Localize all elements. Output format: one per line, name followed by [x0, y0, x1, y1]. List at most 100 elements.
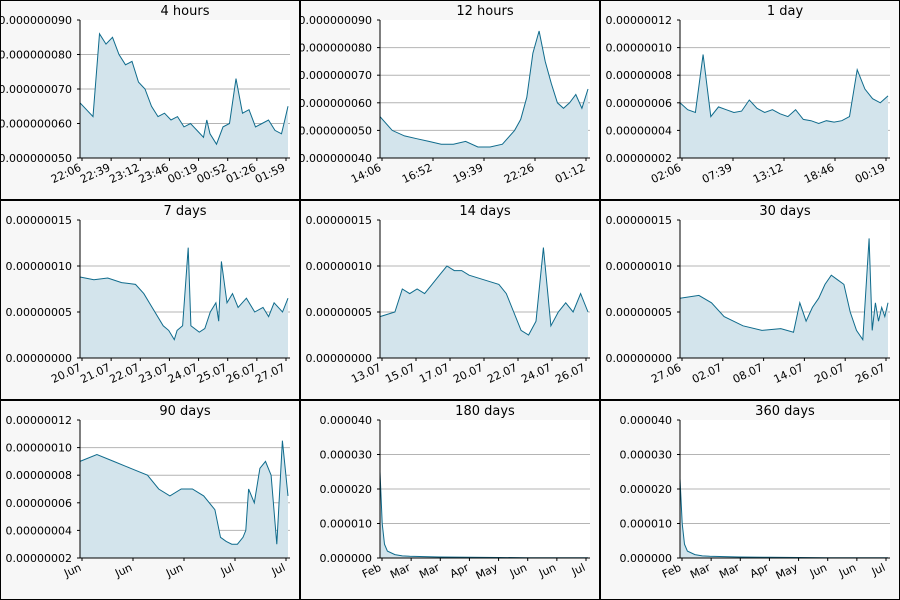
y-tick-label: 0.000040	[320, 414, 373, 427]
axes	[379, 20, 590, 159]
x-tick-label: Jun	[536, 561, 558, 580]
y-tick-label: 0.00000015	[306, 214, 372, 227]
chart-svg: 12 hours 0.000000040 0.000000050 0.00000006…	[301, 4, 590, 186]
x-tick-label: 26.07	[553, 361, 587, 386]
x-tick-label: 27.07	[253, 361, 287, 386]
x-tick-label: Mar	[417, 561, 442, 582]
x-tick-label: Apr	[448, 561, 471, 581]
y-tick-label: 0.00000008	[6, 469, 72, 482]
x-tick-label: May	[774, 561, 801, 583]
x-tick-label: 24.07	[519, 361, 553, 386]
y-tick-label: 0.000000050	[301, 124, 372, 137]
x-tick-label: 01:12	[553, 161, 587, 186]
chart-title: 12 hours	[456, 4, 513, 19]
y-tick-label: 0.000020	[320, 483, 373, 496]
y-tick-label: 0.00000000	[306, 352, 372, 365]
x-tick-label: 13:12	[751, 161, 785, 186]
y-tick-label: 0.00000010	[606, 260, 672, 273]
chart-title: 180 days	[455, 404, 515, 419]
chart-panel: 7 days 0.00000000 0.00000005 0.00000010 0.00…	[0, 200, 300, 400]
x-tick-label: Apr	[748, 561, 771, 581]
y-tick-label: 0.000040	[620, 414, 673, 427]
y-tick-label: 0.000000070	[301, 69, 372, 82]
x-tick-label: 16:52	[400, 161, 434, 186]
chart-panel: 360 days 0.000000 0.000010 0.000020 0.000030…	[600, 400, 900, 600]
chart-svg: 360 days 0.000000 0.000010 0.000020 0.000030…	[620, 404, 890, 583]
y-tick-label: 0.00000015	[606, 214, 672, 227]
series-line	[79, 440, 289, 545]
chart-title: 30 days	[759, 204, 811, 219]
x-tick-label: Jun	[836, 561, 858, 580]
chart-panel: 30 days 0.00000000 0.00000005 0.00000010 0.0…	[600, 200, 900, 400]
x-tick-label: Mar	[688, 561, 713, 582]
chart-svg: 14 days 0.00000000 0.00000005 0.00000010 0.0…	[306, 204, 590, 386]
x-tick-label: 00:19	[853, 161, 887, 186]
y-tick-label: 0.000000080	[301, 42, 372, 55]
x-tick-label: Jun	[163, 561, 185, 580]
y-tick-label: 0.00000004	[6, 524, 72, 537]
x-tick-label: 08.07	[731, 361, 765, 386]
axes	[379, 420, 590, 559]
chart-panel: 1 day 0.00000002 0.00000004 0.00000006 0.000…	[600, 0, 900, 200]
x-tick-label: 15.07	[383, 361, 417, 386]
y-tick-label: 0.000000040	[301, 152, 372, 165]
chart-title: 14 days	[459, 204, 511, 219]
x-tick-label: 07:39	[700, 161, 734, 186]
series-line	[379, 247, 589, 336]
series-area	[380, 247, 588, 358]
x-tick-label: May	[474, 561, 501, 583]
y-tick-label: 0.00000002	[6, 552, 72, 565]
x-tick-label: 20.07	[812, 361, 846, 386]
x-tick-label: 17.07	[417, 361, 451, 386]
chart-svg: 4 hours 0.000000050 0.000000060 0.000000070…	[1, 4, 290, 186]
x-tick-label: Jun	[112, 561, 134, 580]
y-tick-label: 0.000000050	[1, 152, 72, 165]
y-tick-label: 0.00000010	[6, 260, 72, 273]
y-tick-label: 0.000000090	[1, 14, 72, 27]
y-tick-label: 0.00000010	[606, 42, 672, 55]
chart-svg: 180 days 0.000000 0.000010 0.000020 0.000030…	[320, 404, 590, 583]
y-tick-label: 0.00000010	[6, 442, 72, 455]
series-line	[379, 30, 589, 148]
chart-title: 4 hours	[161, 4, 210, 19]
x-tick-label: 22:26	[502, 161, 536, 186]
x-tick-label: 18:46	[802, 161, 836, 186]
y-tick-label: 0.00000010	[306, 260, 372, 273]
y-tick-label: 0.000030	[320, 449, 373, 462]
y-tick-label: 0.00000006	[606, 97, 672, 110]
series-area	[380, 31, 588, 158]
y-tick-label: 0.00000000	[606, 352, 672, 365]
series-line	[79, 32, 289, 146]
chart-svg: 90 days 0.00000002 0.00000004 0.00000006 0.0…	[6, 404, 290, 580]
x-tick-label: Jul	[218, 561, 236, 579]
series-area	[680, 238, 888, 358]
x-tick-label: 02.07	[690, 361, 724, 386]
series-line	[679, 238, 889, 342]
x-tick-label: 01:59	[253, 161, 287, 186]
chart-svg: 30 days 0.00000000 0.00000005 0.00000010 0.0…	[606, 204, 890, 386]
series-area	[80, 440, 288, 558]
axes	[679, 20, 890, 159]
x-tick-label: Jul	[269, 561, 287, 579]
x-tick-label: Jul	[869, 561, 887, 579]
chart-title: 1 day	[767, 4, 804, 19]
y-tick-label: 0.00000015	[6, 214, 72, 227]
y-tick-label: 0.00000006	[6, 497, 72, 510]
chart-panel: 12 hours 0.000000040 0.000000050 0.00000006…	[300, 0, 600, 200]
chart-svg: 1 day 0.00000002 0.00000004 0.00000006 0.000…	[606, 4, 890, 186]
x-tick-label: Jun	[507, 561, 529, 580]
y-tick-label: 0.00000000	[6, 352, 72, 365]
chart-panel: 90 days 0.00000002 0.00000004 0.00000006 0.0…	[0, 400, 300, 600]
chart-title: 90 days	[159, 404, 211, 419]
y-tick-label: 0.00000012	[6, 414, 72, 427]
axes	[679, 420, 890, 559]
y-tick-label: 0.000030	[620, 449, 673, 462]
y-tick-label: 0.00000005	[6, 306, 72, 319]
axes	[79, 20, 290, 159]
y-tick-label: 0.000000	[320, 552, 373, 565]
series-area	[80, 33, 288, 158]
y-tick-label: 0.000000090	[301, 14, 372, 27]
axes	[679, 220, 890, 359]
y-tick-label: 0.00000012	[606, 14, 672, 27]
x-tick-label: 20.07	[451, 361, 485, 386]
